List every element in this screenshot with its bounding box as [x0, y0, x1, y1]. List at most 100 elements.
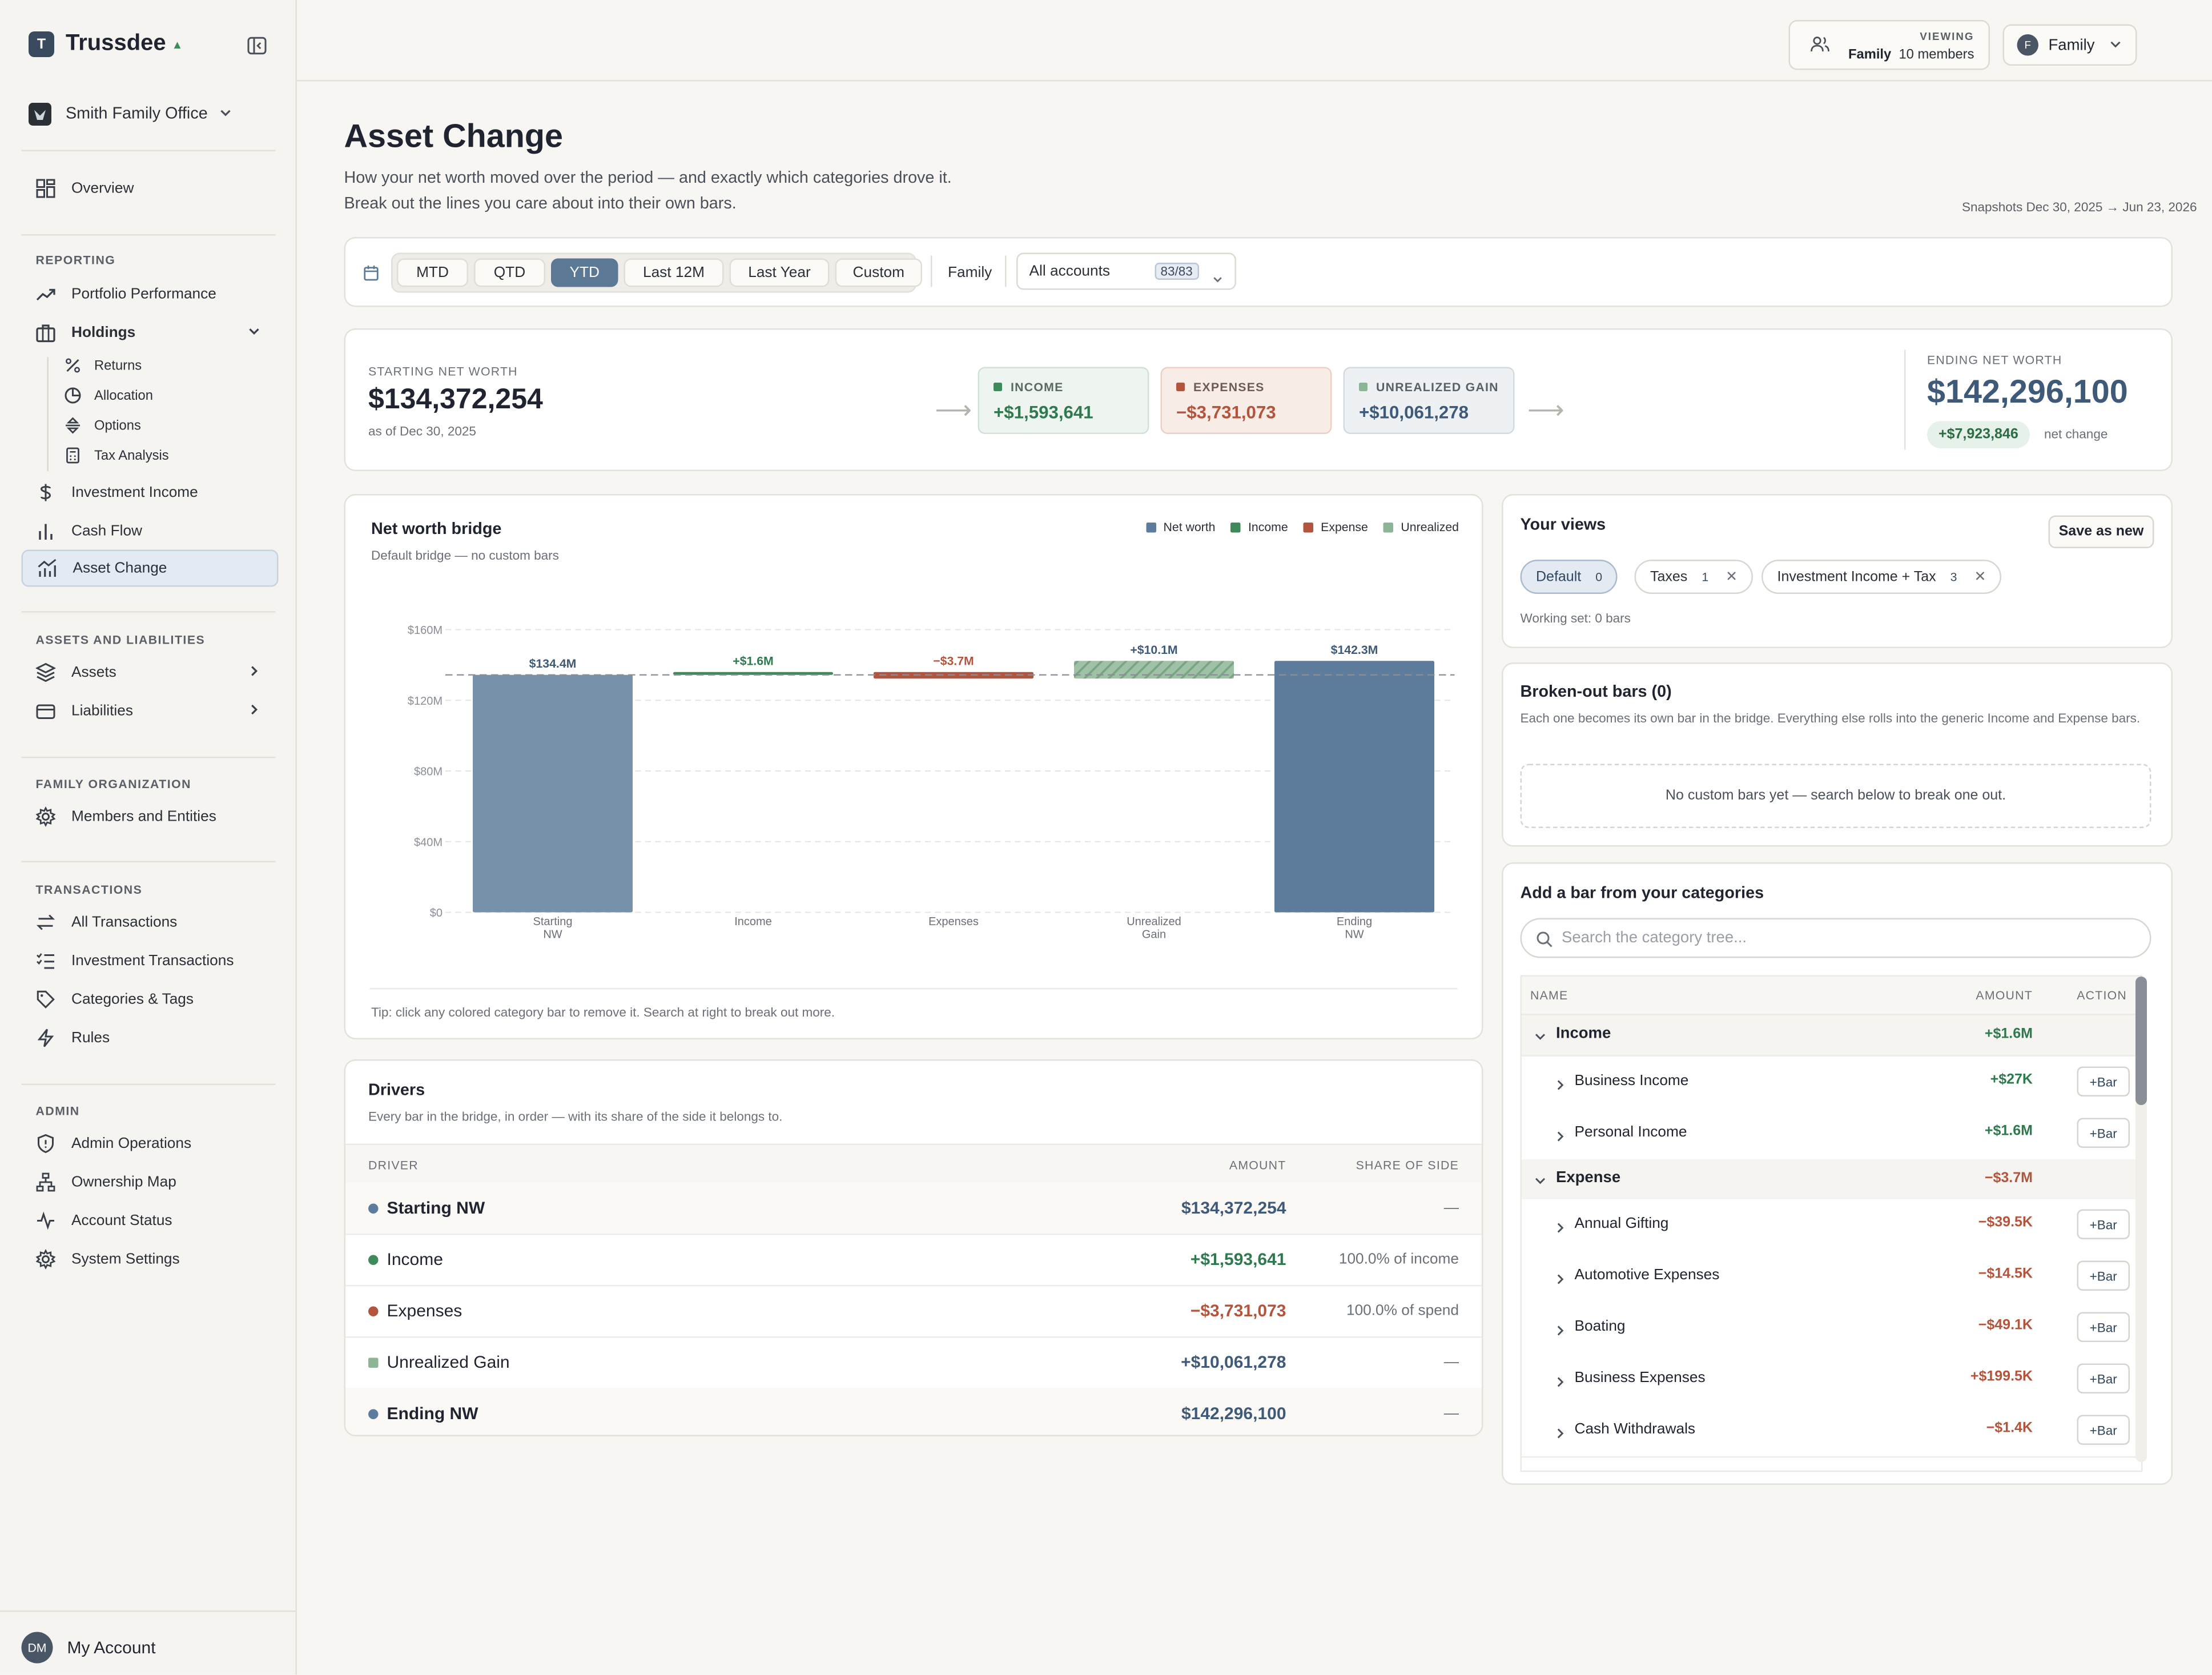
- my-account[interactable]: DM My Account: [21, 1632, 156, 1664]
- viewing-selector[interactable]: VIEWING Family 10 members: [1788, 20, 1990, 70]
- tree-row[interactable]: Automotive Expenses −$14.5K +Bar: [1522, 1251, 2141, 1304]
- add-bar-button[interactable]: +Bar: [2077, 1260, 2130, 1291]
- add-bar-button[interactable]: +Bar: [2077, 1066, 2130, 1096]
- tree-row[interactable]: Cash Withdrawals −$1.4K +Bar: [1522, 1405, 2141, 1458]
- nav-assets[interactable]: Assets: [22, 656, 276, 690]
- nav-label: Liabilities: [71, 702, 134, 720]
- table-row[interactable]: Unrealized Gain +$10,061,278 —: [345, 1336, 1482, 1389]
- chevron-right-icon[interactable]: [1553, 1371, 1567, 1396]
- category-name: Annual Gifting: [1574, 1215, 1669, 1232]
- submenu-guide: [47, 357, 49, 471]
- table-row[interactable]: Income +$1,593,641 100.0% of income: [345, 1234, 1482, 1287]
- chevron-right-icon[interactable]: [1553, 1268, 1567, 1294]
- category-amount: −$49.1K: [1978, 1317, 2033, 1334]
- tree-scrollbar[interactable]: [2135, 977, 2147, 1462]
- nav-ownership-map[interactable]: Ownership Map: [22, 1165, 276, 1199]
- nav-categories-tags[interactable]: Categories & Tags: [22, 982, 276, 1017]
- nav-allocation[interactable]: Allocation: [65, 383, 153, 408]
- chevron-right-icon[interactable]: [1553, 1422, 1567, 1448]
- nav-account-status[interactable]: Account Status: [22, 1204, 276, 1238]
- close-icon[interactable]: ✕: [1974, 569, 1986, 585]
- y-tick-label: $40M: [414, 836, 443, 849]
- period-last-year[interactable]: Last Year: [729, 258, 830, 287]
- close-icon[interactable]: ✕: [1726, 569, 1738, 585]
- group-amount: −$3.7M: [1984, 1171, 2033, 1187]
- tree-row[interactable]: Annual Gifting −$39.5K +Bar: [1522, 1199, 2141, 1252]
- view-pill-investment-income-tax[interactable]: Investment Income + Tax 3 ✕: [1761, 560, 2002, 594]
- add-bar-button[interactable]: +Bar: [2077, 1363, 2130, 1393]
- view-count: 0: [1595, 569, 1603, 584]
- nav-investment-income[interactable]: Investment Income: [22, 476, 276, 510]
- table-row[interactable]: Starting NW $134,372,254 —: [345, 1182, 1482, 1235]
- data-label: $134.4M: [529, 657, 577, 670]
- view-name: Default: [1536, 569, 1582, 585]
- brand[interactable]: T Trussdee ▲: [29, 31, 183, 57]
- view-pill-default[interactable]: Default 0: [1520, 560, 1618, 594]
- tree-row[interactable]: Boating −$49.1K +Bar: [1522, 1302, 2141, 1355]
- table-row[interactable]: Ending NW $142,296,100 —: [345, 1388, 1482, 1435]
- accounts-select[interactable]: All accounts 83/83: [1016, 252, 1236, 293]
- add-bar-button[interactable]: +Bar: [2077, 1209, 2130, 1239]
- period-ytd[interactable]: YTD: [551, 258, 618, 287]
- period-custom[interactable]: Custom: [835, 258, 922, 287]
- chevron-down-icon[interactable]: [1533, 1170, 1547, 1195]
- tree-group-expense[interactable]: Expense −$3.7M: [1522, 1159, 2141, 1201]
- period-qtd[interactable]: QTD: [474, 258, 545, 287]
- nav-tax-analysis[interactable]: Tax Analysis: [65, 443, 169, 468]
- nav-liabilities[interactable]: Liabilities: [22, 694, 276, 728]
- nav-rules[interactable]: Rules: [22, 1021, 276, 1055]
- chevron-right-icon[interactable]: [1553, 1319, 1567, 1345]
- nav-cash-flow[interactable]: Cash Flow: [22, 514, 276, 548]
- sidebar-collapse-icon[interactable]: [246, 34, 268, 57]
- chevron-right-icon[interactable]: [1553, 1074, 1567, 1099]
- tree-row[interactable]: Business Expenses +$199.5K +Bar: [1522, 1353, 2141, 1407]
- col-share: SHARE OF SIDE: [1356, 1158, 1459, 1172]
- bar-ending-nw: [1274, 661, 1434, 913]
- search-placeholder: Search the category tree...: [1562, 929, 1747, 947]
- nav-investment-transactions[interactable]: Investment Transactions: [22, 944, 276, 978]
- tree-row[interactable]: Business Income +$27K +Bar: [1522, 1057, 2141, 1110]
- nav-label: Categories & Tags: [71, 991, 194, 1008]
- drivers-card: Drivers Every bar in the bridge, in orde…: [344, 1059, 1483, 1436]
- dollar-icon: [34, 481, 57, 504]
- nav-overview[interactable]: Overview: [22, 171, 276, 206]
- family-dropdown[interactable]: F Family: [2002, 24, 2137, 66]
- office-logo-icon: [29, 103, 51, 126]
- legend-label: Unrealized: [1401, 520, 1459, 534]
- chevron-down-icon[interactable]: [1533, 1025, 1547, 1051]
- save-as-new-button[interactable]: Save as new: [2048, 515, 2154, 548]
- scrollbar-thumb[interactable]: [2135, 977, 2147, 1105]
- office-switcher[interactable]: Smith Family Office: [29, 103, 234, 126]
- nav-admin-operations[interactable]: Admin Operations: [22, 1127, 276, 1161]
- add-bar-button[interactable]: +Bar: [2077, 1312, 2130, 1342]
- nav-asset-change[interactable]: Asset Change: [21, 549, 279, 587]
- chevron-down-icon: [1212, 267, 1224, 293]
- driver-name: Income: [387, 1249, 443, 1270]
- tree-row[interactable]: Personal Income +$1.6M +Bar: [1522, 1108, 2141, 1161]
- add-bar-button[interactable]: +Bar: [2077, 1118, 2130, 1148]
- category-search-input[interactable]: Search the category tree...: [1520, 918, 2151, 958]
- period-mtd[interactable]: MTD: [397, 258, 468, 287]
- unrealized-chip-label: UNREALIZED GAIN: [1359, 380, 1499, 394]
- add-bar-button[interactable]: +Bar: [2077, 1415, 2130, 1445]
- nav-portfolio-performance[interactable]: Portfolio Performance: [22, 277, 276, 311]
- driver-amount: $134,372,254: [1181, 1198, 1286, 1218]
- nav-system-settings[interactable]: System Settings: [22, 1242, 276, 1276]
- table-row[interactable]: Expenses −$3,731,073 100.0% of spend: [345, 1285, 1482, 1338]
- empty-state: No custom bars yet — search below to bre…: [1520, 764, 2151, 828]
- nav-all-transactions[interactable]: All Transactions: [22, 905, 276, 939]
- period-last-12m[interactable]: Last 12M: [624, 258, 724, 287]
- nav-options[interactable]: Options: [65, 413, 141, 439]
- nav-holdings[interactable]: Holdings: [22, 316, 276, 350]
- legend-item: Net worth: [1146, 520, 1215, 534]
- nav-members-entities[interactable]: Members and Entities: [22, 800, 276, 834]
- net-change-badge: +$7,923,846: [1927, 421, 2030, 448]
- chevron-right-icon[interactable]: [1553, 1125, 1567, 1151]
- chevron-right-icon[interactable]: [1553, 1216, 1567, 1242]
- tree-group-income[interactable]: Income +$1.6M: [1522, 1015, 2141, 1057]
- view-pill-taxes[interactable]: Taxes 1 ✕: [1634, 560, 1753, 594]
- nav-returns[interactable]: Returns: [65, 353, 142, 379]
- office-name: Smith Family Office: [66, 106, 208, 123]
- family-filter-label[interactable]: Family: [948, 264, 992, 282]
- divider: [931, 255, 932, 287]
